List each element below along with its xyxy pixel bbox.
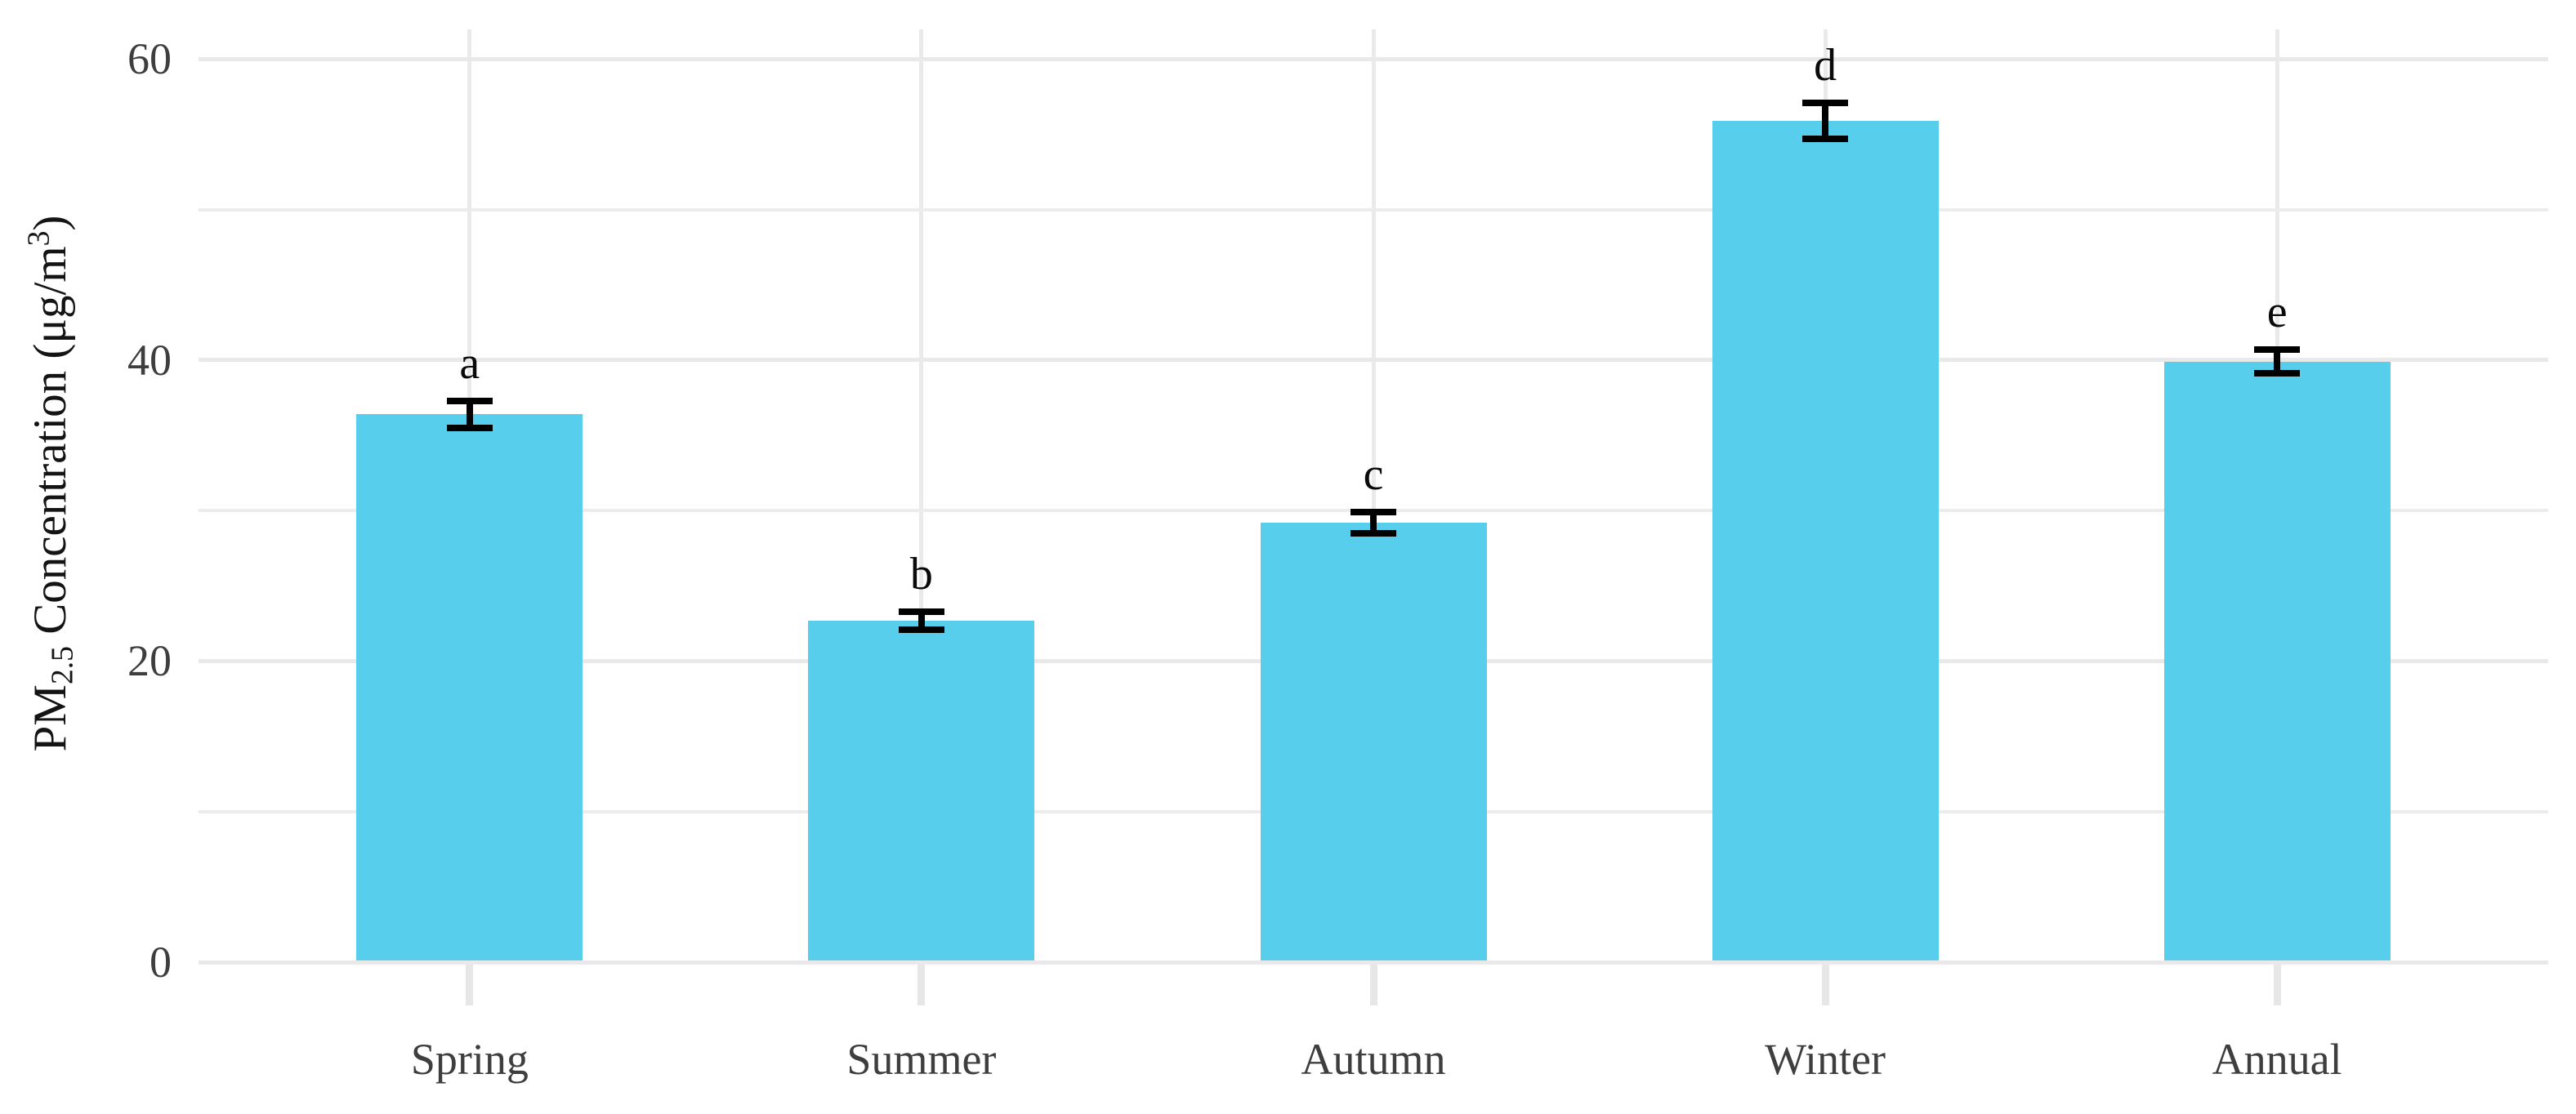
y-tick-label-60: 60 [127,34,172,84]
x-tick-mark-summer [917,965,926,1005]
gridline-major-60 [199,56,2548,61]
bar-spring [356,414,583,960]
significance-letter-spring: a [459,337,480,389]
gridline-vertical-autumn [1371,29,1376,960]
gridline-vertical-summer [919,29,924,960]
error-bar-stem-summer [917,611,925,630]
gridline-minor-50 [199,207,2548,212]
x-tick-label-spring: Spring [410,1035,529,1084]
y-tick-label-40: 40 [127,335,172,385]
x-tick-mark-spring [466,965,474,1005]
x-tick-mark-autumn [1369,965,1377,1005]
bar-autumn [1260,522,1487,960]
x-tick-mark-winter [1821,965,1829,1005]
error-bar-bottom-cap-annual [2254,370,2301,377]
y-tick-label-20: 20 [127,636,172,686]
y-axis-title-middle: Concentration (μg/m [25,246,77,647]
error-bar-stem-autumn [1370,511,1377,533]
error-bar-top-cap-summer [898,608,944,615]
error-bar-bottom-cap-autumn [1351,529,1396,537]
error-bar-top-cap-spring [446,397,493,404]
error-bar-top-cap-autumn [1351,508,1396,515]
y-axis-title-suffix: ) [25,215,77,231]
bar-summer [808,620,1035,960]
gridline-major-0 [199,960,2548,965]
error-bar-top-cap-annual [2254,345,2301,353]
bar-winter [1712,120,1939,960]
error-bar-stem-annual [2274,349,2281,374]
significance-letter-summer: b [909,548,933,599]
x-tick-label-winter: Winter [1765,1035,1886,1084]
y-axis-title-superscript: 3 [21,230,56,247]
significance-letter-annual: e [2266,286,2288,337]
error-bar-stem-winter [1822,102,1829,139]
y-axis-title-prefix: PM [25,684,77,752]
significance-letter-autumn: c [1363,448,1384,500]
error-bar-top-cap-winter [1802,99,1849,106]
x-tick-label-annual: Annual [2212,1035,2342,1084]
bar-annual [2163,361,2391,960]
x-tick-mark-annual [2273,965,2281,1005]
x-tick-label-summer: Summer [846,1035,997,1084]
error-bar-bottom-cap-spring [446,424,493,431]
error-bar-bottom-cap-winter [1802,135,1849,142]
significance-letter-winter: d [1814,39,1837,91]
x-tick-label-autumn: Autumn [1301,1035,1446,1084]
gridline-major-40 [199,358,2548,363]
error-bar-bottom-cap-summer [898,626,944,633]
error-bar-stem-spring [466,400,473,428]
y-tick-label-0: 0 [150,938,172,987]
